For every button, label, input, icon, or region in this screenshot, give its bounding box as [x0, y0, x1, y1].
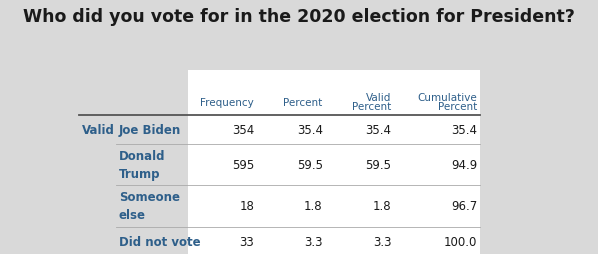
- Bar: [394, 145, 480, 186]
- Bar: [325, 71, 394, 90]
- Bar: [325, 116, 394, 145]
- Text: 96.7: 96.7: [451, 200, 477, 213]
- Text: Joe Biden: Joe Biden: [119, 123, 181, 136]
- Bar: [394, 71, 480, 90]
- Bar: [80, 145, 117, 186]
- Bar: [325, 186, 394, 227]
- Text: Did not vote: Did not vote: [119, 235, 200, 248]
- Text: 59.5: 59.5: [297, 158, 323, 171]
- Bar: [325, 90, 394, 116]
- Text: 100.0: 100.0: [444, 235, 477, 248]
- Text: 3.3: 3.3: [373, 235, 391, 248]
- Text: Percent: Percent: [438, 101, 477, 111]
- Bar: [257, 90, 325, 116]
- Bar: [257, 186, 325, 227]
- Bar: [80, 116, 117, 145]
- Bar: [80, 186, 117, 227]
- Text: Percent: Percent: [283, 98, 323, 108]
- Bar: [325, 145, 394, 186]
- Text: 354: 354: [232, 123, 254, 136]
- Bar: [394, 186, 480, 227]
- Bar: [80, 90, 117, 116]
- Bar: [188, 71, 257, 90]
- Bar: [188, 186, 257, 227]
- Bar: [117, 71, 188, 90]
- Bar: [257, 145, 325, 186]
- Bar: [80, 71, 117, 90]
- Text: 1.8: 1.8: [373, 200, 391, 213]
- Text: 1.8: 1.8: [304, 200, 323, 213]
- Bar: [394, 227, 480, 254]
- Bar: [80, 227, 117, 254]
- Bar: [188, 145, 257, 186]
- Text: 3.3: 3.3: [304, 235, 323, 248]
- Text: Who did you vote for in the 2020 election for President?: Who did you vote for in the 2020 electio…: [23, 8, 575, 26]
- Bar: [394, 116, 480, 145]
- Bar: [117, 227, 188, 254]
- Text: Valid: Valid: [366, 92, 391, 102]
- Text: else: else: [119, 209, 146, 222]
- Bar: [257, 71, 325, 90]
- Text: Frequency: Frequency: [200, 98, 254, 108]
- Text: 595: 595: [232, 158, 254, 171]
- Text: 33: 33: [239, 235, 254, 248]
- Bar: [188, 227, 257, 254]
- Bar: [117, 186, 188, 227]
- Bar: [188, 90, 257, 116]
- Bar: [257, 227, 325, 254]
- Text: Valid: Valid: [82, 123, 115, 136]
- Text: 35.4: 35.4: [365, 123, 391, 136]
- Text: Cumulative: Cumulative: [417, 92, 477, 102]
- Text: Trump: Trump: [119, 168, 160, 181]
- Bar: [325, 227, 394, 254]
- Text: 18: 18: [239, 200, 254, 213]
- Text: 59.5: 59.5: [365, 158, 391, 171]
- Bar: [117, 116, 188, 145]
- Text: Percent: Percent: [352, 101, 391, 111]
- Text: Donald: Donald: [119, 150, 165, 163]
- Bar: [117, 90, 188, 116]
- Text: 35.4: 35.4: [451, 123, 477, 136]
- Text: 94.9: 94.9: [451, 158, 477, 171]
- Bar: [257, 116, 325, 145]
- Text: Someone: Someone: [119, 190, 180, 203]
- Bar: [188, 116, 257, 145]
- Text: 35.4: 35.4: [297, 123, 323, 136]
- Bar: [117, 145, 188, 186]
- Bar: [394, 90, 480, 116]
